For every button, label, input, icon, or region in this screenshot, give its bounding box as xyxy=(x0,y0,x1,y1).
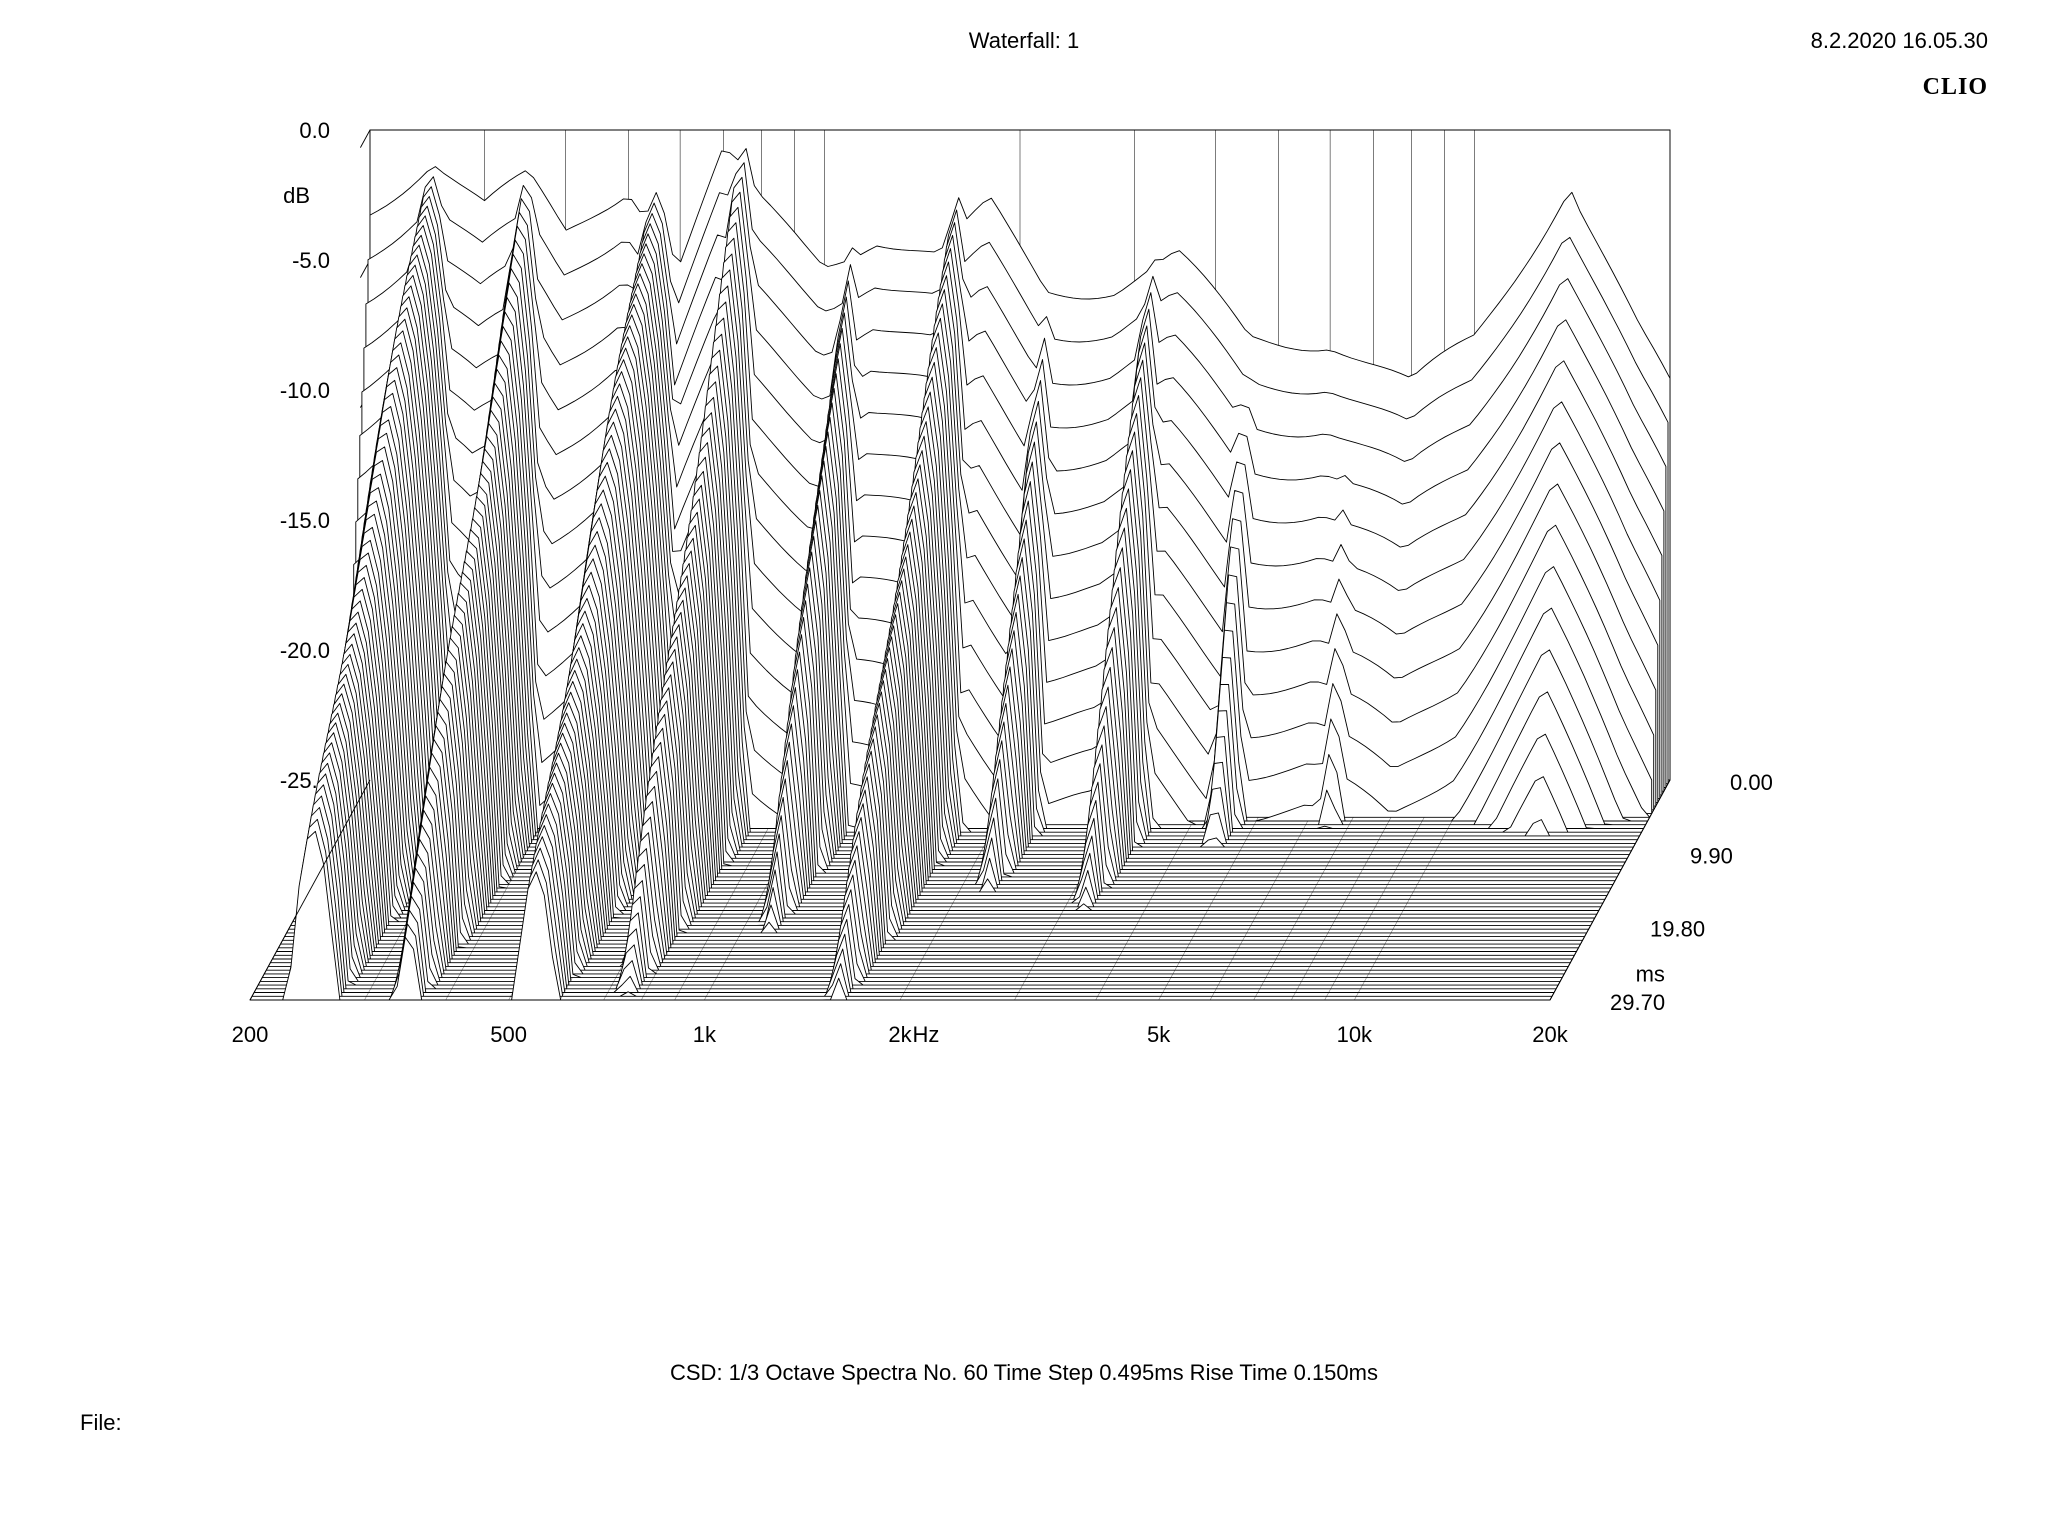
svg-text:dB: dB xyxy=(283,183,310,208)
plot-parameters: CSD: 1/3 Octave Spectra No. 60 Time Step… xyxy=(0,1360,2048,1386)
svg-text:20k: 20k xyxy=(1532,1022,1568,1047)
svg-text:-10.0: -10.0 xyxy=(280,378,330,403)
waterfall-svg: 0.0-5.0-10.0-15.0-20.0-25.0dB2005001k2k5… xyxy=(180,120,1880,1220)
svg-text:200: 200 xyxy=(232,1022,269,1047)
svg-text:5k: 5k xyxy=(1147,1022,1171,1047)
waterfall-slices xyxy=(250,149,1670,1001)
svg-text:0.0: 0.0 xyxy=(299,120,330,143)
waterfall-chart: 0.0-5.0-10.0-15.0-20.0-25.0dB2005001k2k5… xyxy=(180,120,1880,1220)
svg-text:29.70: 29.70 xyxy=(1610,990,1665,1015)
timestamp: 8.2.2020 16.05.30 xyxy=(1811,28,1988,54)
page-title: Waterfall: 1 xyxy=(0,28,2048,54)
svg-text:500: 500 xyxy=(490,1022,527,1047)
svg-text:0.00: 0.00 xyxy=(1730,770,1773,795)
svg-text:-20.0: -20.0 xyxy=(280,638,330,663)
file-label: File: xyxy=(80,1410,122,1436)
svg-text:2k: 2k xyxy=(888,1022,912,1047)
svg-text:ms: ms xyxy=(1636,961,1665,986)
svg-text:10k: 10k xyxy=(1337,1022,1373,1047)
svg-text:-5.0: -5.0 xyxy=(292,248,330,273)
svg-text:9.90: 9.90 xyxy=(1690,843,1733,868)
brand-logo: CLIO xyxy=(1923,74,1988,101)
svg-text:19.80: 19.80 xyxy=(1650,917,1705,942)
svg-text:-15.0: -15.0 xyxy=(280,508,330,533)
svg-text:Hz: Hz xyxy=(913,1022,940,1047)
svg-text:1k: 1k xyxy=(693,1022,717,1047)
